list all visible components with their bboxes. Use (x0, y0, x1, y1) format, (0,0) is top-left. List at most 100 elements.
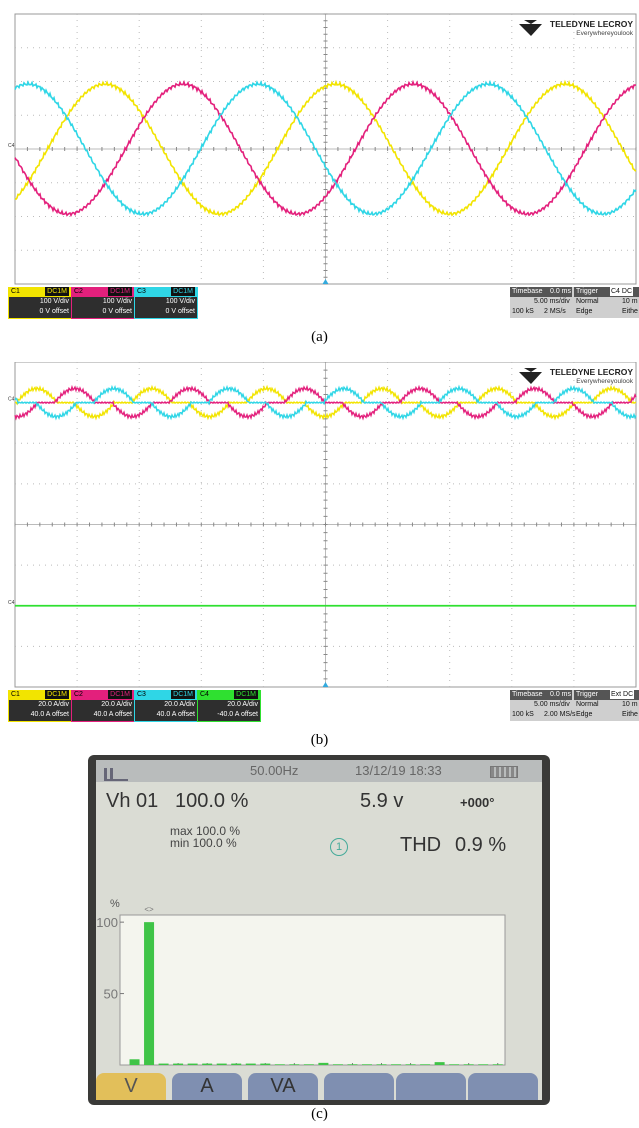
channel-coupling: DC1M (108, 287, 132, 296)
channel-marker: C4 (8, 600, 15, 606)
y-tick-label: 100 (96, 915, 118, 930)
channel-scale: 20.0 A/div (38, 700, 69, 710)
bar (377, 1064, 387, 1065)
channel-offset: 40.0 A offset (94, 710, 132, 720)
channel-scale: 20.0 A/div (164, 700, 195, 710)
channel-coupling: DC1M (45, 690, 69, 699)
bar (464, 1064, 474, 1065)
timebase-rate: 2.00 MS/s (544, 710, 576, 720)
cursor: <> (144, 905, 154, 914)
channel-scale: 100 V/div (103, 297, 132, 307)
channel-coupling: DC1M (45, 287, 69, 296)
timebase-scale: 5.00 ms/div (534, 700, 570, 710)
trigger-type: Edge (576, 307, 592, 317)
bar (231, 1064, 241, 1065)
bar (188, 1064, 198, 1065)
trigger-mode: Normal (576, 700, 599, 710)
x-tick-label: 25 (491, 1069, 505, 1070)
channel-offset: -40.0 A offset (217, 710, 258, 720)
bar (347, 1064, 357, 1065)
channel-scale: 100 V/div (40, 297, 69, 307)
x-tick-label: 15 (345, 1069, 359, 1070)
trigger-type: Edge (576, 710, 592, 720)
menu-tab[interactable] (324, 1073, 394, 1100)
x-tick-label: 9 (262, 1069, 269, 1070)
logo-slogan: Everywhereyoulook (576, 378, 633, 385)
x-tick-label: 3 (174, 1069, 181, 1070)
x-tick-label: 13 (316, 1069, 330, 1070)
channel-name: C3 (137, 690, 146, 700)
channel-scale: 100 V/div (166, 297, 195, 307)
timebase-label: Timebase (512, 287, 542, 297)
bar (275, 1064, 285, 1065)
channel-offset: 0 V offset (103, 307, 132, 317)
bar (159, 1064, 169, 1065)
timebase-scale: 5.00 ms/div (534, 297, 570, 307)
x-tick-label: 5 (204, 1069, 211, 1070)
bar (144, 922, 154, 1065)
caption: (c) (0, 1106, 639, 1123)
channel-offset: 40.0 A offset (31, 710, 69, 720)
channel-name: C2 (74, 287, 83, 297)
x-tick-label: 1 (145, 1069, 152, 1070)
menu-tab[interactable] (396, 1073, 466, 1100)
channel-coupling: DC1M (234, 690, 258, 699)
channel-offset: 0 V offset (40, 307, 69, 317)
bar (478, 1064, 488, 1065)
trigger-source: C4 DC (610, 287, 633, 296)
channel-offset: 40.0 A offset (157, 710, 195, 720)
trigger-source: Ext DC (610, 690, 634, 699)
bar (391, 1064, 401, 1065)
bar (246, 1064, 256, 1065)
bar (362, 1064, 372, 1065)
logo: TELEDYNE LECROY (550, 19, 633, 29)
channel-name: C1 (11, 287, 20, 297)
channel-name: C4 (200, 690, 209, 700)
x-tick-label: 19 (403, 1069, 417, 1070)
channel-name: C2 (74, 690, 83, 700)
bar (202, 1064, 212, 1065)
bar (217, 1064, 227, 1065)
channel-box: C2DC1M20.0 A/div40.0 A offset (71, 690, 135, 722)
bar (420, 1064, 430, 1065)
trigger-slope: Eithe (622, 307, 638, 317)
x-tick-label: 21 (432, 1069, 446, 1070)
channel-name: C3 (137, 287, 146, 297)
trigger-level: 10 m (622, 700, 638, 710)
menu-tab[interactable]: VA (248, 1073, 318, 1100)
menu-tab[interactable]: V (96, 1073, 166, 1100)
channel-name: C1 (11, 690, 20, 700)
channel-box: C1 DC1M20.0 A/div40.0 A offset (8, 690, 72, 722)
trigger-mode: Normal (576, 297, 599, 307)
channel-marker: C4 (8, 143, 15, 149)
trigger-level: 10 m (622, 297, 638, 307)
scope-screen: C4 TELEDYNE LECROYEverywhereyoulook (8, 0, 637, 285)
logo-slogan: Everywhereyoulook (576, 30, 633, 37)
channel-coupling: DC1M (171, 690, 195, 699)
bar (289, 1064, 299, 1065)
bar (333, 1064, 343, 1065)
bar (435, 1062, 445, 1065)
logo: TELEDYNE LECROY (550, 367, 633, 377)
menu-tab[interactable]: A (172, 1073, 242, 1100)
menu-tab[interactable] (468, 1073, 538, 1100)
channel-offset: 0 V offset (166, 307, 195, 317)
x-tick-label: 11 (288, 1069, 302, 1070)
x-tick-label: DC (119, 1069, 138, 1070)
timebase-delay: 0.0 ms (550, 690, 571, 700)
trigger-label: Trigger (576, 287, 598, 297)
channel-scale: 20.0 A/div (227, 700, 258, 710)
bar (260, 1064, 270, 1065)
harmonic-chart: %50100DC135791113151719212325<> (96, 770, 542, 1070)
timebase-rate: 2 MS/s (544, 307, 566, 317)
bar (318, 1063, 328, 1065)
bar (304, 1064, 314, 1065)
timebase-samples: 100 kS (512, 710, 534, 720)
bar (130, 1059, 140, 1065)
caption: (b) (0, 732, 639, 749)
channel-coupling: DC1M (171, 287, 195, 296)
